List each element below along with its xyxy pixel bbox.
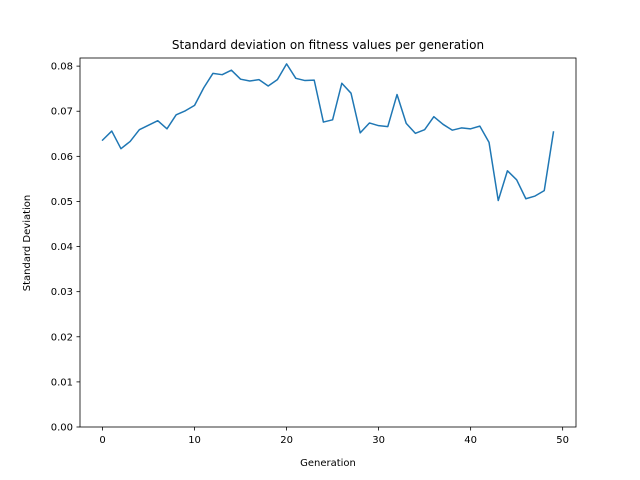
x-tick-label: 0 xyxy=(99,435,105,446)
plot-area: 0 10 20 30 40 50 0.00 0.01 0.02 0.03 0.04 0.05 0.06 0… xyxy=(51,57,577,446)
x-tick-label: 50 xyxy=(556,435,569,446)
x-tick-label: 40 xyxy=(464,435,477,446)
x-tick-label: 10 xyxy=(188,435,201,446)
y-axis-label: Standard Deviation xyxy=(22,195,33,292)
series-line-0 xyxy=(101,63,555,202)
x-axis-label: Generation xyxy=(300,458,356,469)
y-tick-label: 0.03 xyxy=(51,287,73,298)
x-tick-label: 20 xyxy=(280,435,293,446)
y-tick-label: 0.01 xyxy=(51,377,73,388)
y-tick-label: 0.05 xyxy=(51,197,73,208)
y-tick-label: 0.04 xyxy=(51,242,73,253)
y-tick-label: 0.06 xyxy=(51,152,73,163)
y-tick-label: 0.07 xyxy=(51,107,73,118)
plot-frame xyxy=(79,57,577,428)
y-tick-label: 0.02 xyxy=(51,332,73,343)
x-tick-label: 30 xyxy=(372,435,385,446)
chart-title: Standard deviation on fitness values per… xyxy=(172,38,484,52)
y-tick-label: 0.08 xyxy=(51,62,73,73)
y-tick-label: 0.00 xyxy=(51,423,73,434)
